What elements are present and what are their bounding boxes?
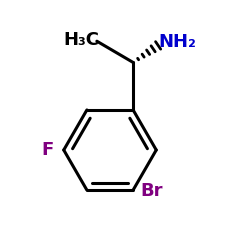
Text: NH₂: NH₂ — [158, 34, 196, 52]
Text: H₃C: H₃C — [64, 31, 100, 49]
Text: F: F — [42, 141, 54, 159]
Text: Br: Br — [140, 182, 163, 200]
